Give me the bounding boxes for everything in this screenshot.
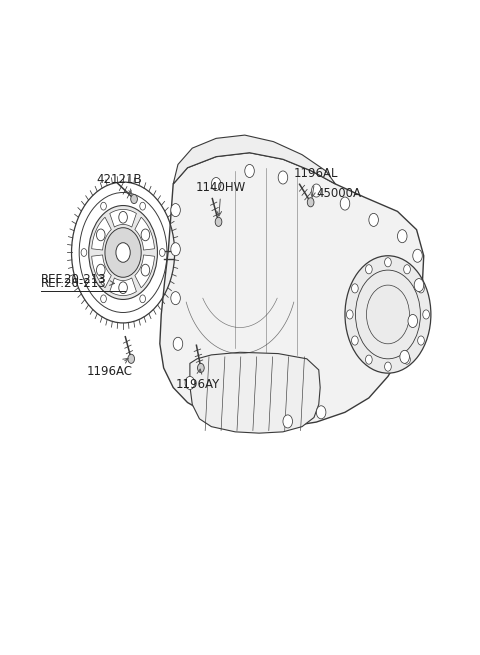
Circle shape — [140, 295, 145, 303]
Circle shape — [316, 405, 326, 419]
Circle shape — [116, 243, 130, 262]
Circle shape — [119, 282, 127, 293]
Circle shape — [283, 415, 292, 428]
Circle shape — [128, 354, 134, 364]
Circle shape — [408, 314, 418, 328]
Text: 45000A: 45000A — [316, 187, 361, 200]
Circle shape — [278, 171, 288, 184]
Circle shape — [245, 164, 254, 178]
Circle shape — [312, 184, 321, 197]
Circle shape — [198, 364, 204, 373]
Circle shape — [101, 202, 107, 210]
Text: 1140HW: 1140HW — [196, 181, 246, 216]
Circle shape — [211, 178, 221, 191]
Circle shape — [119, 212, 127, 223]
Circle shape — [351, 284, 358, 293]
Circle shape — [365, 355, 372, 364]
Circle shape — [131, 195, 137, 204]
Circle shape — [101, 295, 107, 303]
Circle shape — [141, 264, 150, 276]
Circle shape — [185, 377, 195, 390]
Circle shape — [423, 310, 430, 319]
Circle shape — [404, 265, 410, 274]
Polygon shape — [135, 217, 155, 250]
Circle shape — [171, 291, 180, 305]
Circle shape — [215, 217, 222, 227]
Circle shape — [384, 257, 391, 267]
Circle shape — [414, 278, 424, 291]
Circle shape — [105, 228, 141, 277]
Polygon shape — [135, 255, 155, 288]
Polygon shape — [110, 278, 136, 295]
Polygon shape — [160, 153, 424, 426]
Polygon shape — [190, 352, 320, 433]
Circle shape — [171, 243, 180, 255]
Text: REF.20-213: REF.20-213 — [41, 273, 114, 286]
Circle shape — [365, 265, 372, 274]
Polygon shape — [173, 135, 336, 184]
Text: REF.20-213: REF.20-213 — [41, 276, 107, 290]
Circle shape — [400, 350, 409, 364]
Circle shape — [384, 362, 391, 371]
Text: 1196AC: 1196AC — [86, 358, 132, 378]
Circle shape — [159, 249, 165, 256]
Circle shape — [141, 229, 150, 241]
Circle shape — [404, 355, 410, 364]
Circle shape — [369, 214, 378, 227]
Circle shape — [345, 255, 431, 373]
Circle shape — [171, 204, 180, 217]
Circle shape — [418, 284, 424, 293]
Text: 1196AL: 1196AL — [293, 168, 338, 197]
Circle shape — [96, 264, 105, 276]
Circle shape — [397, 230, 407, 243]
Polygon shape — [110, 210, 136, 227]
Circle shape — [173, 337, 183, 350]
Circle shape — [140, 202, 145, 210]
Circle shape — [340, 197, 350, 210]
Polygon shape — [92, 217, 111, 250]
Circle shape — [307, 198, 314, 207]
Circle shape — [81, 249, 87, 256]
Circle shape — [347, 310, 353, 319]
Circle shape — [413, 250, 422, 262]
Circle shape — [351, 336, 358, 345]
Text: 1196AY: 1196AY — [176, 369, 220, 390]
Circle shape — [96, 229, 105, 241]
Circle shape — [89, 206, 157, 299]
Polygon shape — [92, 255, 111, 288]
Text: 42121B: 42121B — [97, 173, 143, 194]
Circle shape — [418, 336, 424, 345]
